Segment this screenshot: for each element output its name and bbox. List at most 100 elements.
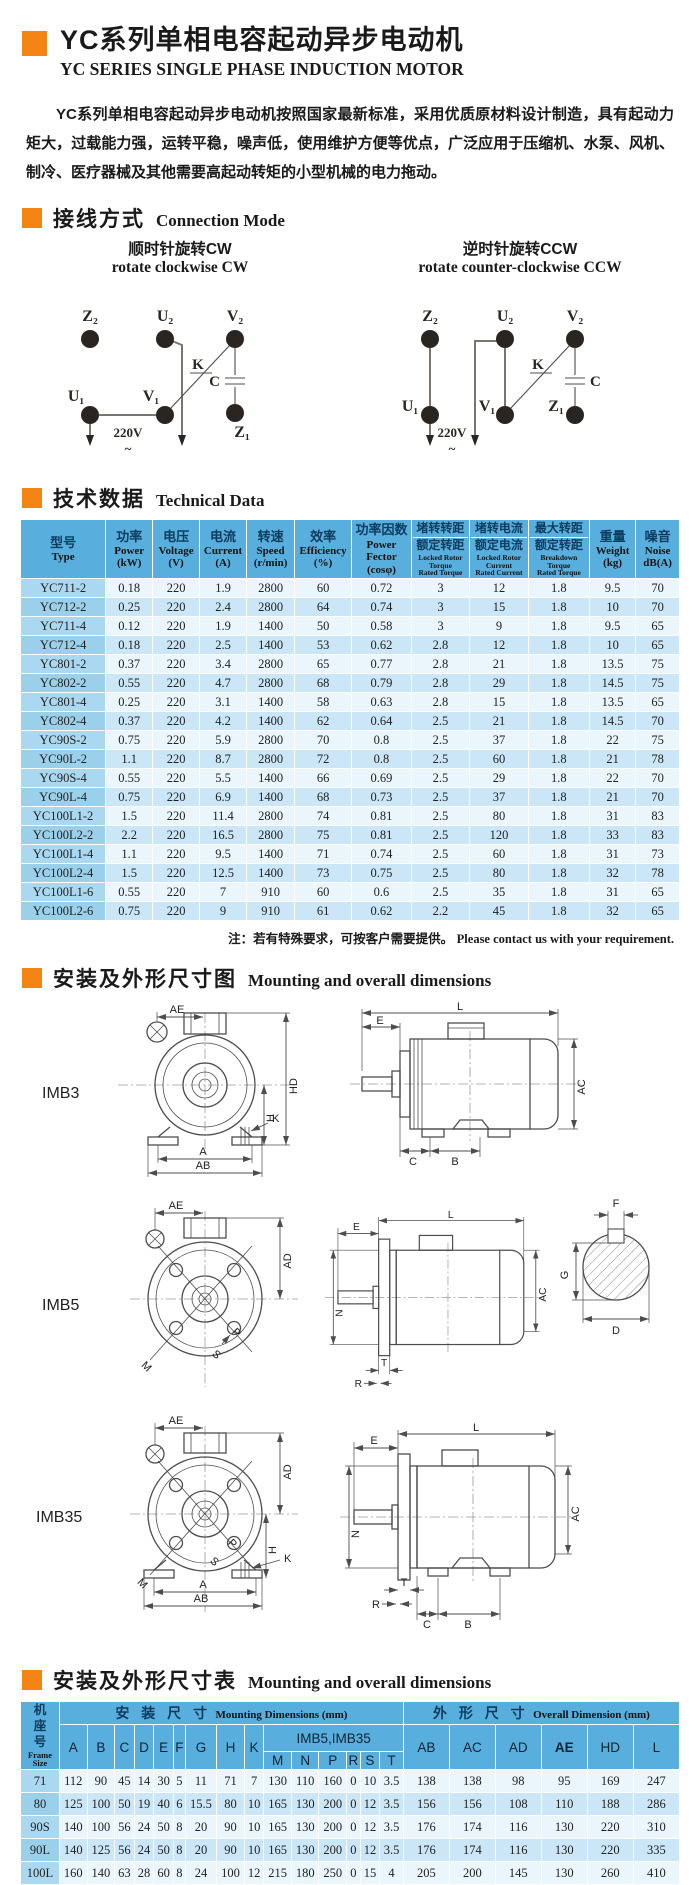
row-header-cell: YC802-2 [19,673,107,694]
data-cell: 10 [243,1815,265,1840]
data-cell: 3.5 [379,1792,404,1817]
data-cell: 1400 [246,616,296,637]
data-cell: 2800 [246,825,296,846]
data-cell: 0.74 [351,844,412,865]
data-cell: 130 [540,1838,588,1863]
switch-k-label: K [192,357,204,373]
terminal-u2-label: U₂ [157,308,174,325]
row-header-cell: YC100L1-4 [19,844,107,865]
data-cell: 110 [290,1769,320,1794]
data-cell: 0.58 [351,616,412,637]
data-cell: 4.2 [198,711,248,732]
data-cell: 75 [635,730,680,751]
data-cell: 2800 [246,730,296,751]
data-cell: 2.2 [105,825,154,846]
data-cell: 116 [494,1838,542,1863]
data-cell: 28 [133,1861,155,1885]
mounting-dimensions-table: 机座号 Frame Size 安 装 尺 寸 Mounting Dimensio… [20,1701,681,1885]
row-header-cell: YC90S-4 [19,768,107,789]
technical-data-table: 型号 Type 功率 Power (kW) 电压 Voltage (V) 电流 Curren… [19,519,680,922]
dim-label: H [265,1114,277,1122]
dim-label: N [350,1530,362,1538]
data-cell: 65 [635,882,680,903]
data-cell: 120 [469,825,529,846]
dim-label: B [464,1619,471,1631]
data-cell: 0.25 [105,692,154,713]
data-cell: 2.2 [410,901,471,922]
data-cell: 31 [588,844,637,865]
data-cell: 2.5 [410,863,471,884]
data-cell: 16.5 [198,825,248,846]
dim-label: G [559,1271,571,1280]
row-header-cell: YC90L-4 [19,787,107,808]
data-cell: 37 [469,730,529,751]
row-header-cell: 90S [20,1815,60,1840]
data-cell: 174 [448,1815,496,1840]
data-cell: 220 [152,730,200,751]
data-cell: 335 [632,1838,681,1863]
terminal-u1-label: U₁ [68,388,85,405]
data-cell: 2.5 [410,882,471,903]
note-cn: 注：若有特殊要求，可按客户需要提供。 [228,932,454,947]
data-cell: 1.8 [527,901,590,922]
data-cell: 78 [635,749,680,770]
data-cell: 1.9 [198,578,248,599]
data-cell: 9.5 [588,616,637,637]
data-cell: 2.5 [198,635,248,656]
data-cell: 2.8 [410,673,471,694]
data-cell: 21 [469,711,529,732]
dim-label: N [335,1310,346,1317]
data-cell: 180 [290,1861,320,1885]
data-cell: 0.72 [351,578,412,599]
data-cell: 1.5 [105,806,154,827]
orange-square-icon [22,488,42,509]
data-cell: 0.18 [105,578,154,599]
data-cell: 1.8 [527,597,590,618]
data-cell: 140 [59,1838,88,1863]
data-cell: 4.7 [198,673,248,694]
data-cell: 9 [198,901,248,922]
data-cell: 250 [318,1861,348,1885]
data-cell: 165 [263,1838,292,1863]
data-cell: 2.8 [410,635,471,656]
section-technical-data: 技术数据 Technical Data [22,483,700,513]
section-mounting-figures: 安装及外形尺寸图 Mounting and overall dimensions [22,963,700,993]
data-cell: 130 [290,1792,320,1817]
data-cell: 56 [114,1815,135,1840]
dim-label: AE [169,1415,184,1427]
data-cell: 110 [540,1792,588,1817]
dim-label: R [355,1379,362,1390]
data-cell: 2.5 [410,787,471,808]
data-cell: 37 [469,787,529,808]
col-l: L [632,1724,681,1771]
row-header-cell: YC801-2 [19,654,107,675]
row-header-cell: YC90S-2 [19,730,107,751]
data-cell: 3.4 [198,654,248,675]
data-cell: 100 [86,1792,116,1817]
data-cell: 50 [294,616,353,637]
data-cell: 0 [346,1838,361,1863]
data-cell: 3 [410,578,471,599]
data-cell: 160 [318,1769,348,1794]
data-cell: 15 [469,692,529,713]
data-cell: 62 [294,711,353,732]
data-cell: 1.8 [527,882,590,903]
data-cell: 1400 [246,635,296,656]
data-cell: 145 [494,1861,542,1885]
data-cell: 7 [243,1769,265,1794]
data-cell: 60 [153,1861,174,1885]
data-cell: 5.9 [198,730,248,751]
table-row: YC802-2 0.55 220 4.7 2800 68 0.79 2.8 29 1.8 14.5 7… [19,673,680,694]
data-cell: 13.5 [588,692,637,713]
table-row: 80 125 100 50 19 40 6 15.5 80 10 165 130 200 0 12 3.5 15… [20,1792,681,1817]
voltage-label: 220V [114,425,144,440]
section-heading-cn: 技术数据 [53,488,145,512]
group-imb5-imb35: IMB5,IMB35 [263,1724,404,1753]
data-cell: 100 [86,1815,116,1840]
terminal-z1-label: Z₁ [548,398,564,415]
data-cell: 22 [588,768,637,789]
data-cell: 50 [153,1815,174,1840]
data-cell: 2.5 [410,730,471,751]
intro-paragraph: YC系列单相电容起动异步电动机按照国家最新标准，采用优质原材料设计制造，具有起动… [26,105,674,182]
col-n: N [290,1751,320,1771]
